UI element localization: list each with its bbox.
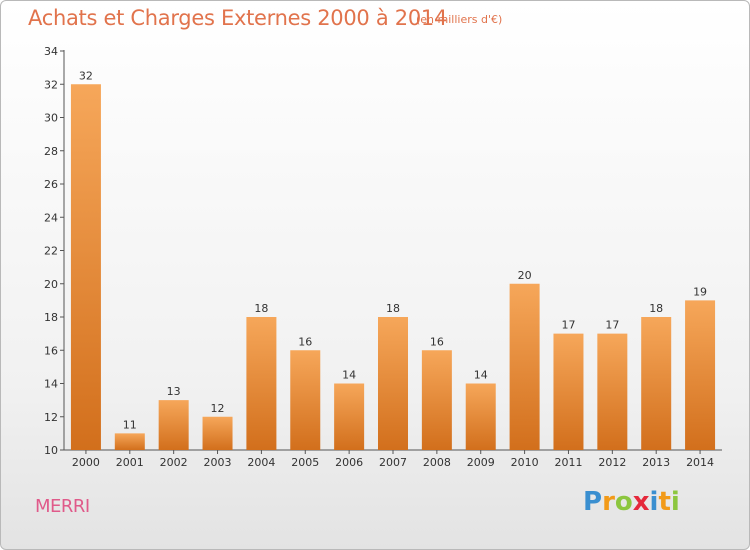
bar (290, 350, 321, 450)
y-tick-label: 24 (44, 211, 58, 224)
bar (334, 383, 365, 450)
bar-value-label: 17 (605, 319, 619, 332)
x-tick-label: 2002 (160, 456, 188, 469)
x-tick-label: 2013 (642, 456, 670, 469)
bar-value-label: 16 (298, 335, 312, 348)
x-tick-label: 2001 (116, 456, 144, 469)
bar (114, 433, 145, 450)
bar (158, 400, 189, 450)
chart-subtitle: (en milliers d'€) (416, 13, 503, 26)
y-tick-label: 26 (44, 178, 58, 191)
y-tick-label: 16 (44, 344, 58, 357)
bar-value-label: 16 (430, 335, 444, 348)
bar-value-label: 14 (342, 369, 356, 382)
y-tick-label: 14 (44, 378, 58, 391)
bar (465, 383, 496, 450)
bar-value-label: 11 (123, 418, 137, 431)
x-tick-label: 2010 (511, 456, 539, 469)
y-tick-label: 20 (44, 278, 58, 291)
y-tick-label: 34 (44, 45, 58, 58)
x-tick-label: 2009 (467, 456, 495, 469)
bar (685, 300, 716, 450)
x-tick-label: 2005 (291, 456, 319, 469)
bar-value-label: 18 (649, 302, 663, 315)
y-tick-label: 10 (44, 444, 58, 457)
y-tick-label: 28 (44, 145, 58, 158)
bar-value-label: 19 (693, 285, 707, 298)
y-tick-label: 18 (44, 311, 58, 324)
bar-value-label: 14 (474, 369, 488, 382)
proxiti-logo[interactable]: Proxiti (583, 487, 680, 517)
chart-bars: 32 11 13 12 18 16 14 18 16 14 20 17 17 18 19 (70, 69, 716, 450)
bar (421, 350, 452, 450)
bar (246, 317, 277, 450)
bar-value-label: 17 (561, 319, 575, 332)
bar-value-label: 18 (386, 302, 400, 315)
y-tick-label: 30 (44, 112, 58, 125)
bar-value-label: 32 (79, 69, 93, 82)
bar (378, 317, 408, 450)
bar-value-label: 20 (518, 269, 532, 282)
bar-value-label: 18 (254, 302, 268, 315)
chart-title: Achats et Charges Externes 2000 à 2014 (28, 6, 448, 30)
bar-value-label: 12 (211, 402, 225, 415)
x-tick-label: 2007 (379, 456, 407, 469)
x-tick-label: 2014 (686, 456, 714, 469)
bar-value-label: 13 (167, 385, 181, 398)
bar (509, 283, 540, 450)
x-tick-label: 2011 (554, 456, 582, 469)
x-tick-label: 2012 (598, 456, 626, 469)
x-tick-label: 2003 (204, 456, 232, 469)
x-tick-label: 2008 (423, 456, 451, 469)
city-name: MERRI (35, 496, 90, 517)
x-tick-label: 2004 (247, 456, 275, 469)
y-tick-label: 32 (44, 78, 58, 91)
x-tick-label: 2006 (335, 456, 363, 469)
bar (641, 317, 672, 450)
y-tick-label: 22 (44, 245, 58, 258)
bar (553, 333, 584, 450)
bar (597, 333, 628, 450)
y-tick-label: 12 (44, 411, 58, 424)
x-tick-label: 2000 (72, 456, 100, 469)
bar (70, 84, 101, 450)
bar (202, 416, 233, 450)
